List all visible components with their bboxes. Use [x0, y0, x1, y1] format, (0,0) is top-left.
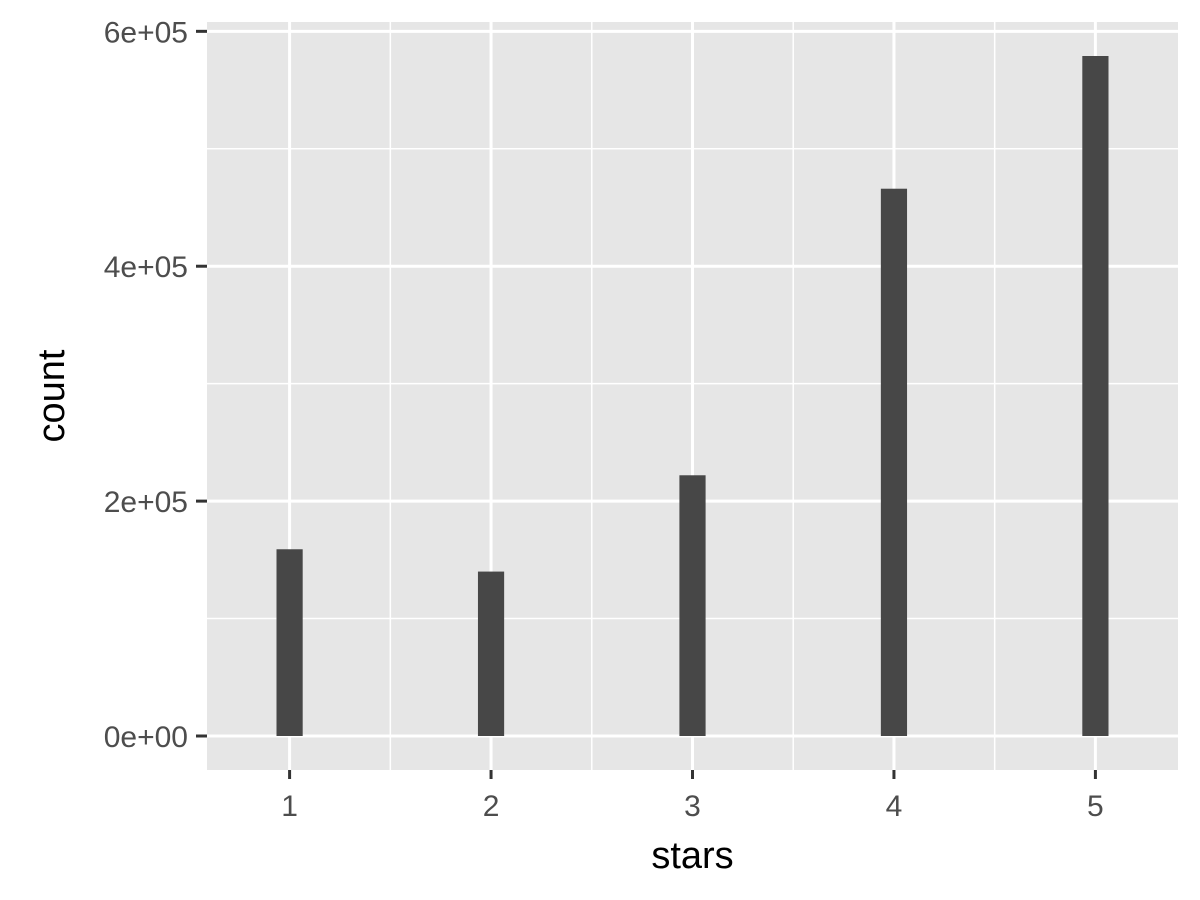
bar-stars-5 — [1082, 56, 1109, 736]
x-tick-label: 3 — [684, 790, 701, 823]
x-tick-label: 4 — [886, 790, 903, 823]
y-tick-label: 0e+00 — [104, 721, 188, 754]
x-axis-title: stars — [651, 835, 733, 877]
y-tick-label: 6e+05 — [104, 16, 188, 49]
x-tick-label: 1 — [281, 790, 298, 823]
bar-stars-1 — [276, 549, 303, 736]
x-axis: 1 2 3 4 5 — [281, 770, 1104, 823]
bars — [276, 56, 1109, 737]
y-axis-title: count — [31, 349, 73, 442]
x-tick-label: 2 — [483, 790, 500, 823]
bar-stars-4 — [880, 188, 908, 737]
bar-stars-2 — [477, 571, 505, 736]
x-tick-label: 5 — [1087, 790, 1104, 823]
y-tick-label: 4e+05 — [104, 251, 188, 284]
y-axis: 0e+00 2e+05 4e+05 6e+05 — [104, 16, 207, 754]
bar-stars-3 — [679, 475, 706, 736]
y-tick-label: 2e+05 — [104, 486, 188, 519]
